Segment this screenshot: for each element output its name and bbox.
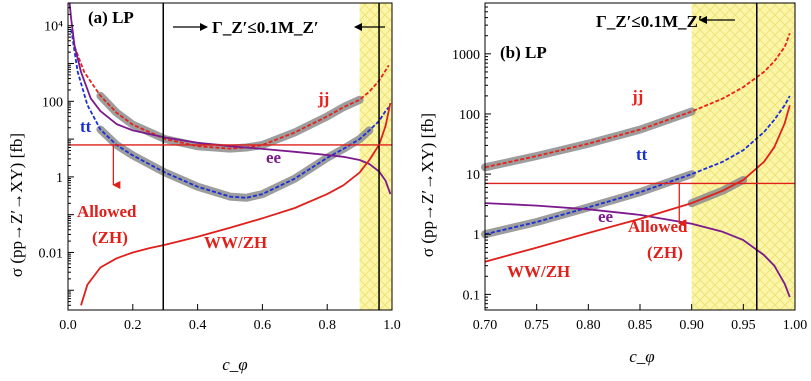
series-label-tt: tt [636,145,648,164]
series-line-jj [73,46,390,150]
y-tick-label: 10 [466,168,480,183]
y-tick-label: 10⁴ [44,20,63,35]
panel-a: 0.0 0.2 0.4 0.6 0.8 1.0 0.01 1 100 10⁴ (a) LP Γ_… [7,2,401,374]
x-tick-label: 0.0 [59,318,77,333]
x-tick-label: 1.00 [783,318,808,333]
allowed-sublabel: (ZH) [647,243,683,262]
x-axis-title: c_φ [222,355,247,374]
y-tick-label: 1 [56,171,63,186]
allowed-sublabel: (ZH) [92,228,128,247]
series-label-wwzh: WW/ZH [204,233,267,252]
highlight-tt [96,125,374,202]
y-tick-label: 100 [459,108,480,123]
series-label-wwzh: WW/ZH [507,262,570,281]
y-axis-title: σ (pp→Z′→XY) [fb] [7,133,26,277]
highlight-tt [481,170,696,239]
x-tick-label: 1.0 [383,318,401,333]
y-tick-label: 100 [42,95,63,110]
allowed-label: Allowed [628,217,688,236]
x-tick-label: 0.90 [679,318,704,333]
x-tick-label: 0.6 [254,318,272,333]
x-tick-label: 0.4 [189,318,207,333]
series-line-jj [484,32,791,169]
series-label-tt: tt [80,117,92,136]
x-tick-label: 0.75 [524,318,549,333]
series-label-jj: jj [631,87,643,106]
panel-label: (a) LP [88,8,134,27]
x-ticks: 0.70 0.75 0.80 0.85 0.90 0.95 1.00 [473,304,808,333]
allowed-label: Allowed [77,202,137,221]
x-ticks: 0.0 0.2 0.4 0.6 0.8 1.0 [59,304,401,333]
series-group [484,32,791,298]
x-tick-label: 0.70 [473,318,498,333]
y-ticks: 0.01 1 100 10⁴ [39,2,74,311]
exclusion-band-hatch [359,3,392,310]
exclusion-band-hatch [691,3,795,310]
y-tick-label: 1000 [452,48,480,63]
series-line-tt [70,29,390,199]
series-label-ee: ee [598,207,614,226]
series-group [68,2,392,306]
x-tick-label: 0.80 [576,318,601,333]
panel-label: (b) LP [500,43,547,62]
x-tick-label: 0.8 [318,318,336,333]
series-line-wwzh [484,104,791,263]
width-constraint-label: Γ_Z′≤0.1M_Z′ [596,12,703,31]
y-tick-label: 0.01 [39,246,64,261]
width-constraint-label: Γ_Z′≤0.1M_Z′ [212,18,319,37]
y-axis-title: σ (pp→Z′→XY) [fb] [418,113,437,257]
x-tick-label: 0.95 [731,318,756,333]
series-line-wwzh [80,102,392,306]
x-tick-label: 0.85 [628,318,653,333]
series-line-tt [484,95,791,236]
y-tick-label: 0.1 [463,288,481,303]
highlight-jj [481,107,696,172]
y-tick-label: 1 [473,228,480,243]
series-label-ee: ee [266,148,282,167]
plot-frame [67,2,393,311]
x-axis-title: c_φ [629,347,654,366]
x-tick-label: 0.2 [124,318,142,333]
series-line-ee [484,202,791,298]
panel-b: 0.70 0.75 0.80 0.85 0.90 0.95 1.00 0.1 1 10 100 10… [418,2,808,366]
series-label-jj: jj [317,89,329,108]
y-ticks: 0.1 1 10 100 1000 [452,2,491,309]
